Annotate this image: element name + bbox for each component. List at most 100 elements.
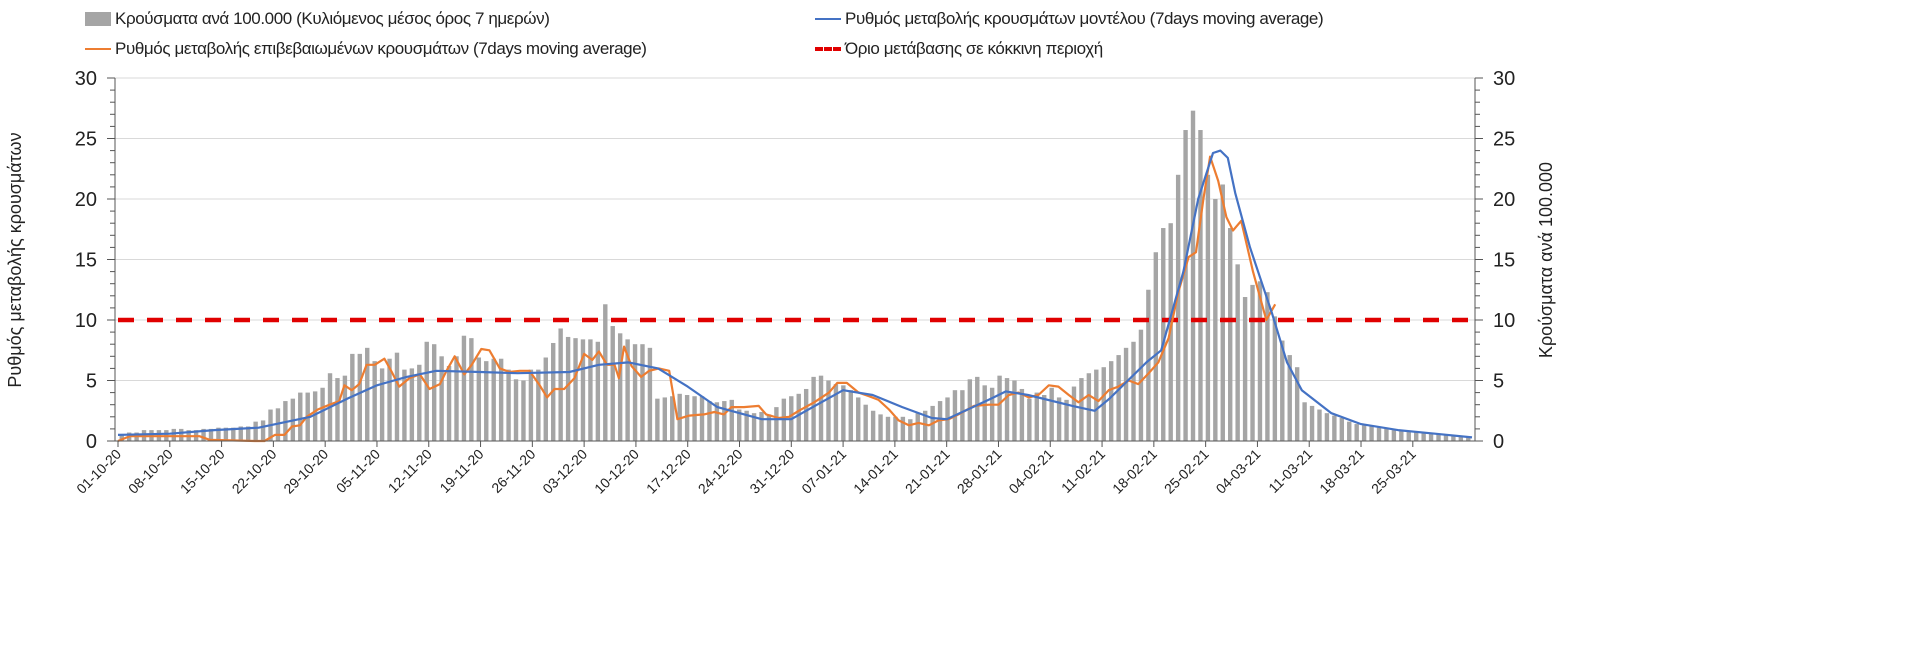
bar [759,411,764,441]
bar [744,410,749,441]
orange-line-swatch-icon [85,48,111,50]
bar [431,344,437,441]
blue-line-swatch-icon [815,18,841,20]
bar [484,361,489,441]
bar [1153,252,1159,441]
bar [231,427,236,441]
bar [617,333,623,441]
y-tick-label-left: 15 [75,250,97,272]
bar [1421,432,1426,441]
legend-item-model: Ρυθμός μεταβολής κρουσμάτων μοντέλου (7d… [815,9,1324,29]
bar [893,416,898,441]
bar [424,341,429,441]
confirmed-rate-line [117,155,1277,443]
bar [982,385,987,441]
bar [1116,355,1121,441]
legend-label-confirmed: Ρυθμός μεταβολής επιβεβαιωμένων κρουσμάτ… [115,39,647,58]
bar [803,388,809,441]
bar [439,356,444,441]
bar [1458,436,1464,441]
bar [342,375,348,441]
bar [863,404,868,441]
bar [826,380,831,441]
y-tick-label-right: 10 [1493,310,1515,332]
y-tick-label-left: 25 [75,129,97,151]
gray-square-swatch-icon [85,12,111,26]
y-tick-label-right: 15 [1493,250,1515,272]
bar [1376,427,1382,441]
bar [320,387,325,441]
bar [989,387,995,441]
bar [662,397,668,441]
bar [521,380,526,441]
bar [1384,428,1389,441]
bar [967,379,973,441]
bar [1131,341,1136,441]
bar [558,328,563,441]
bar [1027,398,1032,441]
bar [394,352,400,441]
x-tick-label: 11-02-21 [1058,446,1108,496]
bar [1161,228,1166,441]
legend-label-model: Ρυθμός μεταβολής κρουσμάτων μοντέλου (7d… [845,9,1324,28]
bar [1280,340,1285,441]
bar [960,390,965,441]
bar [796,393,801,441]
bar [1146,289,1151,441]
x-tick-label: 31-12-20 [746,446,797,497]
bar [1257,281,1263,441]
bar [1272,316,1278,441]
legend-label-bars: Κρούσματα ανά 100.000 (Κυλιόμενος μέσος … [115,9,550,28]
y-tick-label-left: 20 [75,189,97,211]
bar [253,421,258,441]
bar [201,428,206,441]
bar [1175,174,1181,442]
bar [997,375,1002,441]
bar [603,304,608,441]
legend-item-confirmed: Ρυθμός μεταβολής επιβεβαιωμένων κρουσμάτ… [85,39,647,59]
bar [766,414,772,441]
bar [260,420,266,441]
bar [737,409,742,441]
bar [1138,329,1144,441]
bar [900,416,906,441]
bar [885,416,891,441]
bar [454,356,459,441]
x-tick-label: 26-11-20 [488,446,538,496]
bar [379,368,385,441]
bar [1339,418,1345,441]
bar [565,336,571,441]
bar [811,376,816,441]
legend-item-bars: Κρούσματα ανά 100.000 (Κυλιόμενος μέσος … [85,9,550,29]
y-axis-left-title: Ρυθμός μεταβολής κρουσμάτων [5,132,25,387]
bar [1354,424,1359,441]
y-tick-label-right: 25 [1493,129,1515,151]
bar [588,339,593,441]
legend-label-threshold: Όριο μετάβασης σε κόκκινη περιοχή [845,39,1103,58]
bar [513,379,519,441]
bar [1406,431,1411,441]
bar [1287,355,1292,441]
x-tick-label: 05-11-20 [333,446,383,496]
gridlines [115,77,1475,381]
x-tick-label: 18-03-21 [1316,446,1367,497]
bar [476,357,482,441]
x-tick-label: 15-10-20 [177,446,228,497]
x-tick-label: 12-11-20 [385,446,435,496]
bar [1004,378,1010,441]
bar [387,358,392,441]
bar [1294,367,1300,441]
bar [245,426,251,441]
bar [1399,430,1404,441]
x-tick-label: 22-10-20 [229,446,280,497]
bar [1034,392,1039,441]
bar [878,414,883,441]
bar [1086,373,1092,441]
bar [1414,431,1419,441]
bar [1332,415,1337,441]
x-tick-label: 29-10-20 [280,446,331,497]
x-tick-label: 01-10-20 [73,446,124,497]
bar [469,338,474,441]
y-tick-label-left: 0 [86,431,97,453]
